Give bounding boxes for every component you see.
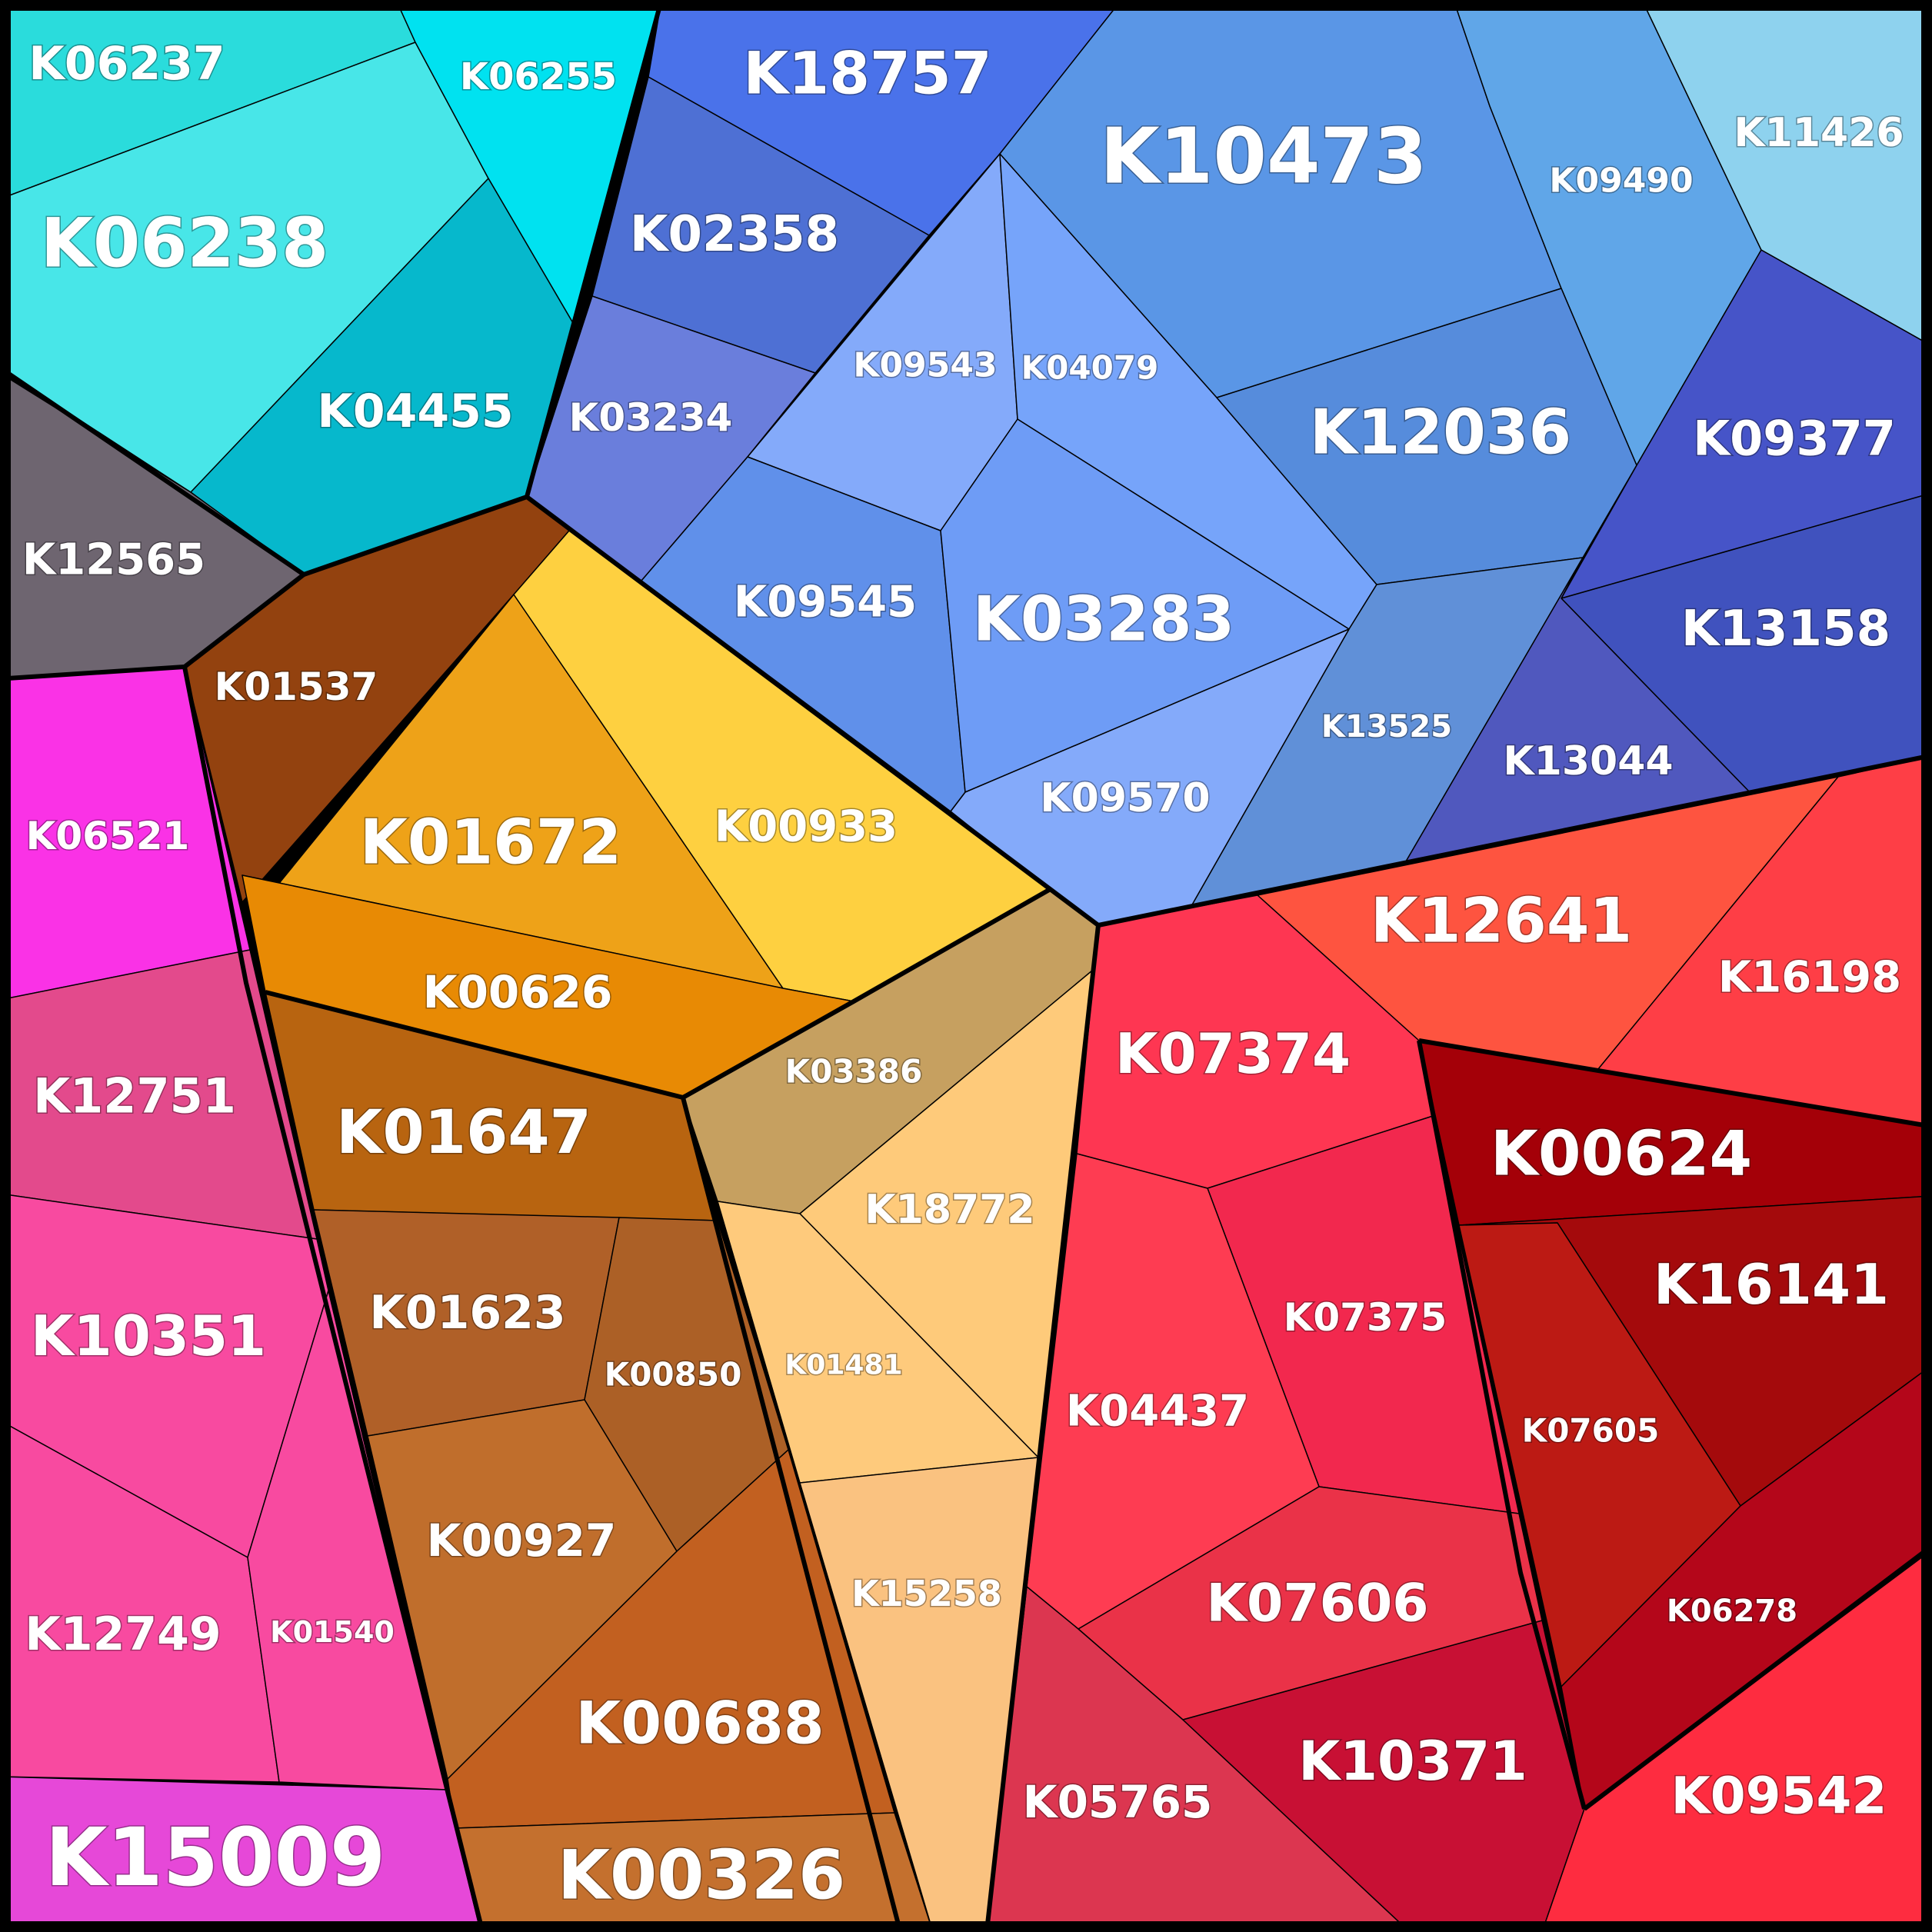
cell-label-k09543: K09543 bbox=[853, 346, 997, 385]
group-border-orange-inner bbox=[265, 888, 1051, 1100]
group-border-blue-red bbox=[1098, 754, 1930, 928]
cell-k11426 bbox=[1641, 0, 1932, 347]
cell-label-k06237: K06237 bbox=[28, 37, 225, 91]
cell-k15009 bbox=[0, 1776, 481, 1932]
cell-label-k04437: K04437 bbox=[1066, 1387, 1249, 1437]
cell-label-k00326: K00326 bbox=[558, 1836, 845, 1915]
cell-label-k01537: K01537 bbox=[215, 665, 378, 709]
cell-label-k10473: K10473 bbox=[1100, 112, 1427, 202]
group-border-red-low bbox=[1583, 1546, 1930, 1811]
cell-label-k05765: K05765 bbox=[1023, 1776, 1213, 1828]
cell-label-k00688: K00688 bbox=[575, 1689, 824, 1757]
cell-label-k01647: K01647 bbox=[336, 1098, 591, 1168]
cell-label-k12751: K12751 bbox=[33, 1068, 236, 1124]
cell-label-k03386: K03386 bbox=[785, 1053, 923, 1091]
cell-label-k16141: K16141 bbox=[1654, 1252, 1889, 1317]
cell-label-k13525: K13525 bbox=[1321, 709, 1452, 744]
cell-label-k15009: K15009 bbox=[45, 1810, 385, 1904]
cell-k18757 bbox=[648, 0, 1122, 236]
cell-label-k04455: K04455 bbox=[317, 385, 513, 438]
cell-label-k06238: K06238 bbox=[41, 204, 328, 283]
cell-label-k01540: K01540 bbox=[270, 1615, 395, 1649]
cell-label-k06521: K06521 bbox=[26, 814, 190, 858]
cell-label-k01623: K01623 bbox=[369, 1286, 565, 1340]
cell-label-k03283: K03283 bbox=[973, 584, 1234, 655]
cell-label-k10351: K10351 bbox=[31, 1304, 266, 1368]
labels-layer: K06237 K06238 K06255 K04455 K12565 K01537 K065… bbox=[21, 36, 1905, 1917]
cell-label-k12749: K12749 bbox=[25, 1607, 221, 1661]
group-border-cyan bbox=[6, 0, 664, 577]
cell-k15258 bbox=[799, 1457, 1039, 1932]
cell-label-k00624: K00624 bbox=[1491, 1118, 1752, 1190]
cell-label-k09545: K09545 bbox=[734, 578, 917, 628]
cell-label-k06278: K06278 bbox=[1667, 1594, 1797, 1629]
cell-label-k07374: K07374 bbox=[1115, 1021, 1351, 1086]
group-border-red-inner bbox=[1417, 1040, 1587, 1810]
group-border-red-right bbox=[1418, 1038, 1930, 1128]
cell-label-k00933: K00933 bbox=[715, 802, 898, 852]
cell-label-k09570: K09570 bbox=[1040, 775, 1210, 821]
cell-label-k01481: K01481 bbox=[784, 1350, 902, 1381]
cell-label-k18772: K18772 bbox=[864, 1187, 1034, 1233]
cell-label-k12641: K12641 bbox=[1371, 885, 1632, 957]
cell-label-k18757: K18757 bbox=[743, 39, 991, 108]
cell-label-k16198: K16198 bbox=[1718, 953, 1901, 1003]
cell-label-k00850: K00850 bbox=[605, 1356, 742, 1394]
cell-label-k13044: K13044 bbox=[1503, 738, 1673, 784]
cell-label-k09377: K09377 bbox=[1693, 411, 1896, 467]
cell-label-k00927: K00927 bbox=[427, 1514, 617, 1567]
cell-label-k01672: K01672 bbox=[360, 807, 621, 878]
cell-label-k06255: K06255 bbox=[460, 55, 617, 98]
cell-label-k12565: K12565 bbox=[22, 535, 205, 585]
cell-k12036 bbox=[1216, 288, 1637, 585]
cell-label-k07375: K07375 bbox=[1284, 1295, 1447, 1340]
cell-label-k07605: K07605 bbox=[1522, 1412, 1660, 1450]
cell-label-k02358: K02358 bbox=[630, 206, 839, 263]
cell-label-k12036: K12036 bbox=[1310, 397, 1571, 468]
cell-label-k11426: K11426 bbox=[1734, 110, 1904, 156]
cell-label-k03234: K03234 bbox=[569, 395, 733, 440]
cell-label-k13158: K13158 bbox=[1681, 601, 1890, 658]
group-border-magenta bbox=[182, 666, 483, 1925]
cell-label-k07606: K07606 bbox=[1206, 1574, 1428, 1634]
cell-label-k15258: K15258 bbox=[851, 1573, 1002, 1614]
cell-label-k10371: K10371 bbox=[1298, 1730, 1527, 1793]
cell-label-k00626: K00626 bbox=[423, 966, 613, 1018]
group-borders bbox=[6, 0, 1930, 1925]
group-border-orange-split bbox=[681, 1097, 901, 1925]
cell-label-k09542: K09542 bbox=[1671, 1767, 1887, 1826]
cell-label-k09490: K09490 bbox=[1549, 162, 1693, 201]
cell-label-k04079: K04079 bbox=[1021, 349, 1159, 387]
